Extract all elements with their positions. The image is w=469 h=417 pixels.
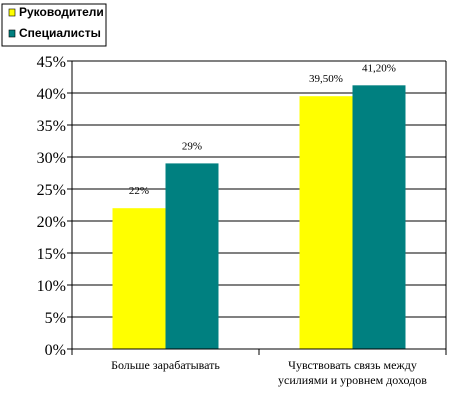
bars [112,85,406,349]
y-tick-label: 0% [45,342,66,359]
data-label: 39,50% [309,73,343,85]
bar-1-2 [299,96,353,349]
y-tick-label: 35% [37,118,66,135]
y-tick-label: 45% [37,54,66,71]
y-tick-label: 20% [37,214,66,231]
legend-swatch-2 [8,29,16,38]
data-label: 29% [182,140,202,152]
x-tick-label: Больше зарабатывать [111,358,220,372]
data-label: 41,20% [362,62,396,74]
legend-label-2: Специалисты [19,26,101,40]
y-tick-label: 5% [45,310,66,327]
bar-2-2 [352,85,406,349]
y-tick-label: 10% [37,278,66,295]
legend: Руководители Специалисты [1,3,107,47]
axes [67,60,447,355]
y-tick-label: 30% [37,150,66,167]
x-tick-label: Чувствовать связь между [288,358,417,372]
x-tick-label: усилиями и уровнем доходов [278,373,427,387]
bar-1-1 [112,208,166,349]
legend-swatch-1 [8,8,16,17]
y-tick-label: 25% [37,182,66,199]
y-tick-label: 40% [37,86,66,103]
bar-2-1 [165,163,219,349]
data-label: 22% [129,185,149,197]
legend-box [1,3,107,47]
y-tick-label: 15% [37,246,66,263]
labels: 0% 5% 10% 15% 20% 25% 30% 35% 40% 45% 22% 29% Больше… [37,54,428,387]
legend-label-1: Руководители [19,5,104,19]
